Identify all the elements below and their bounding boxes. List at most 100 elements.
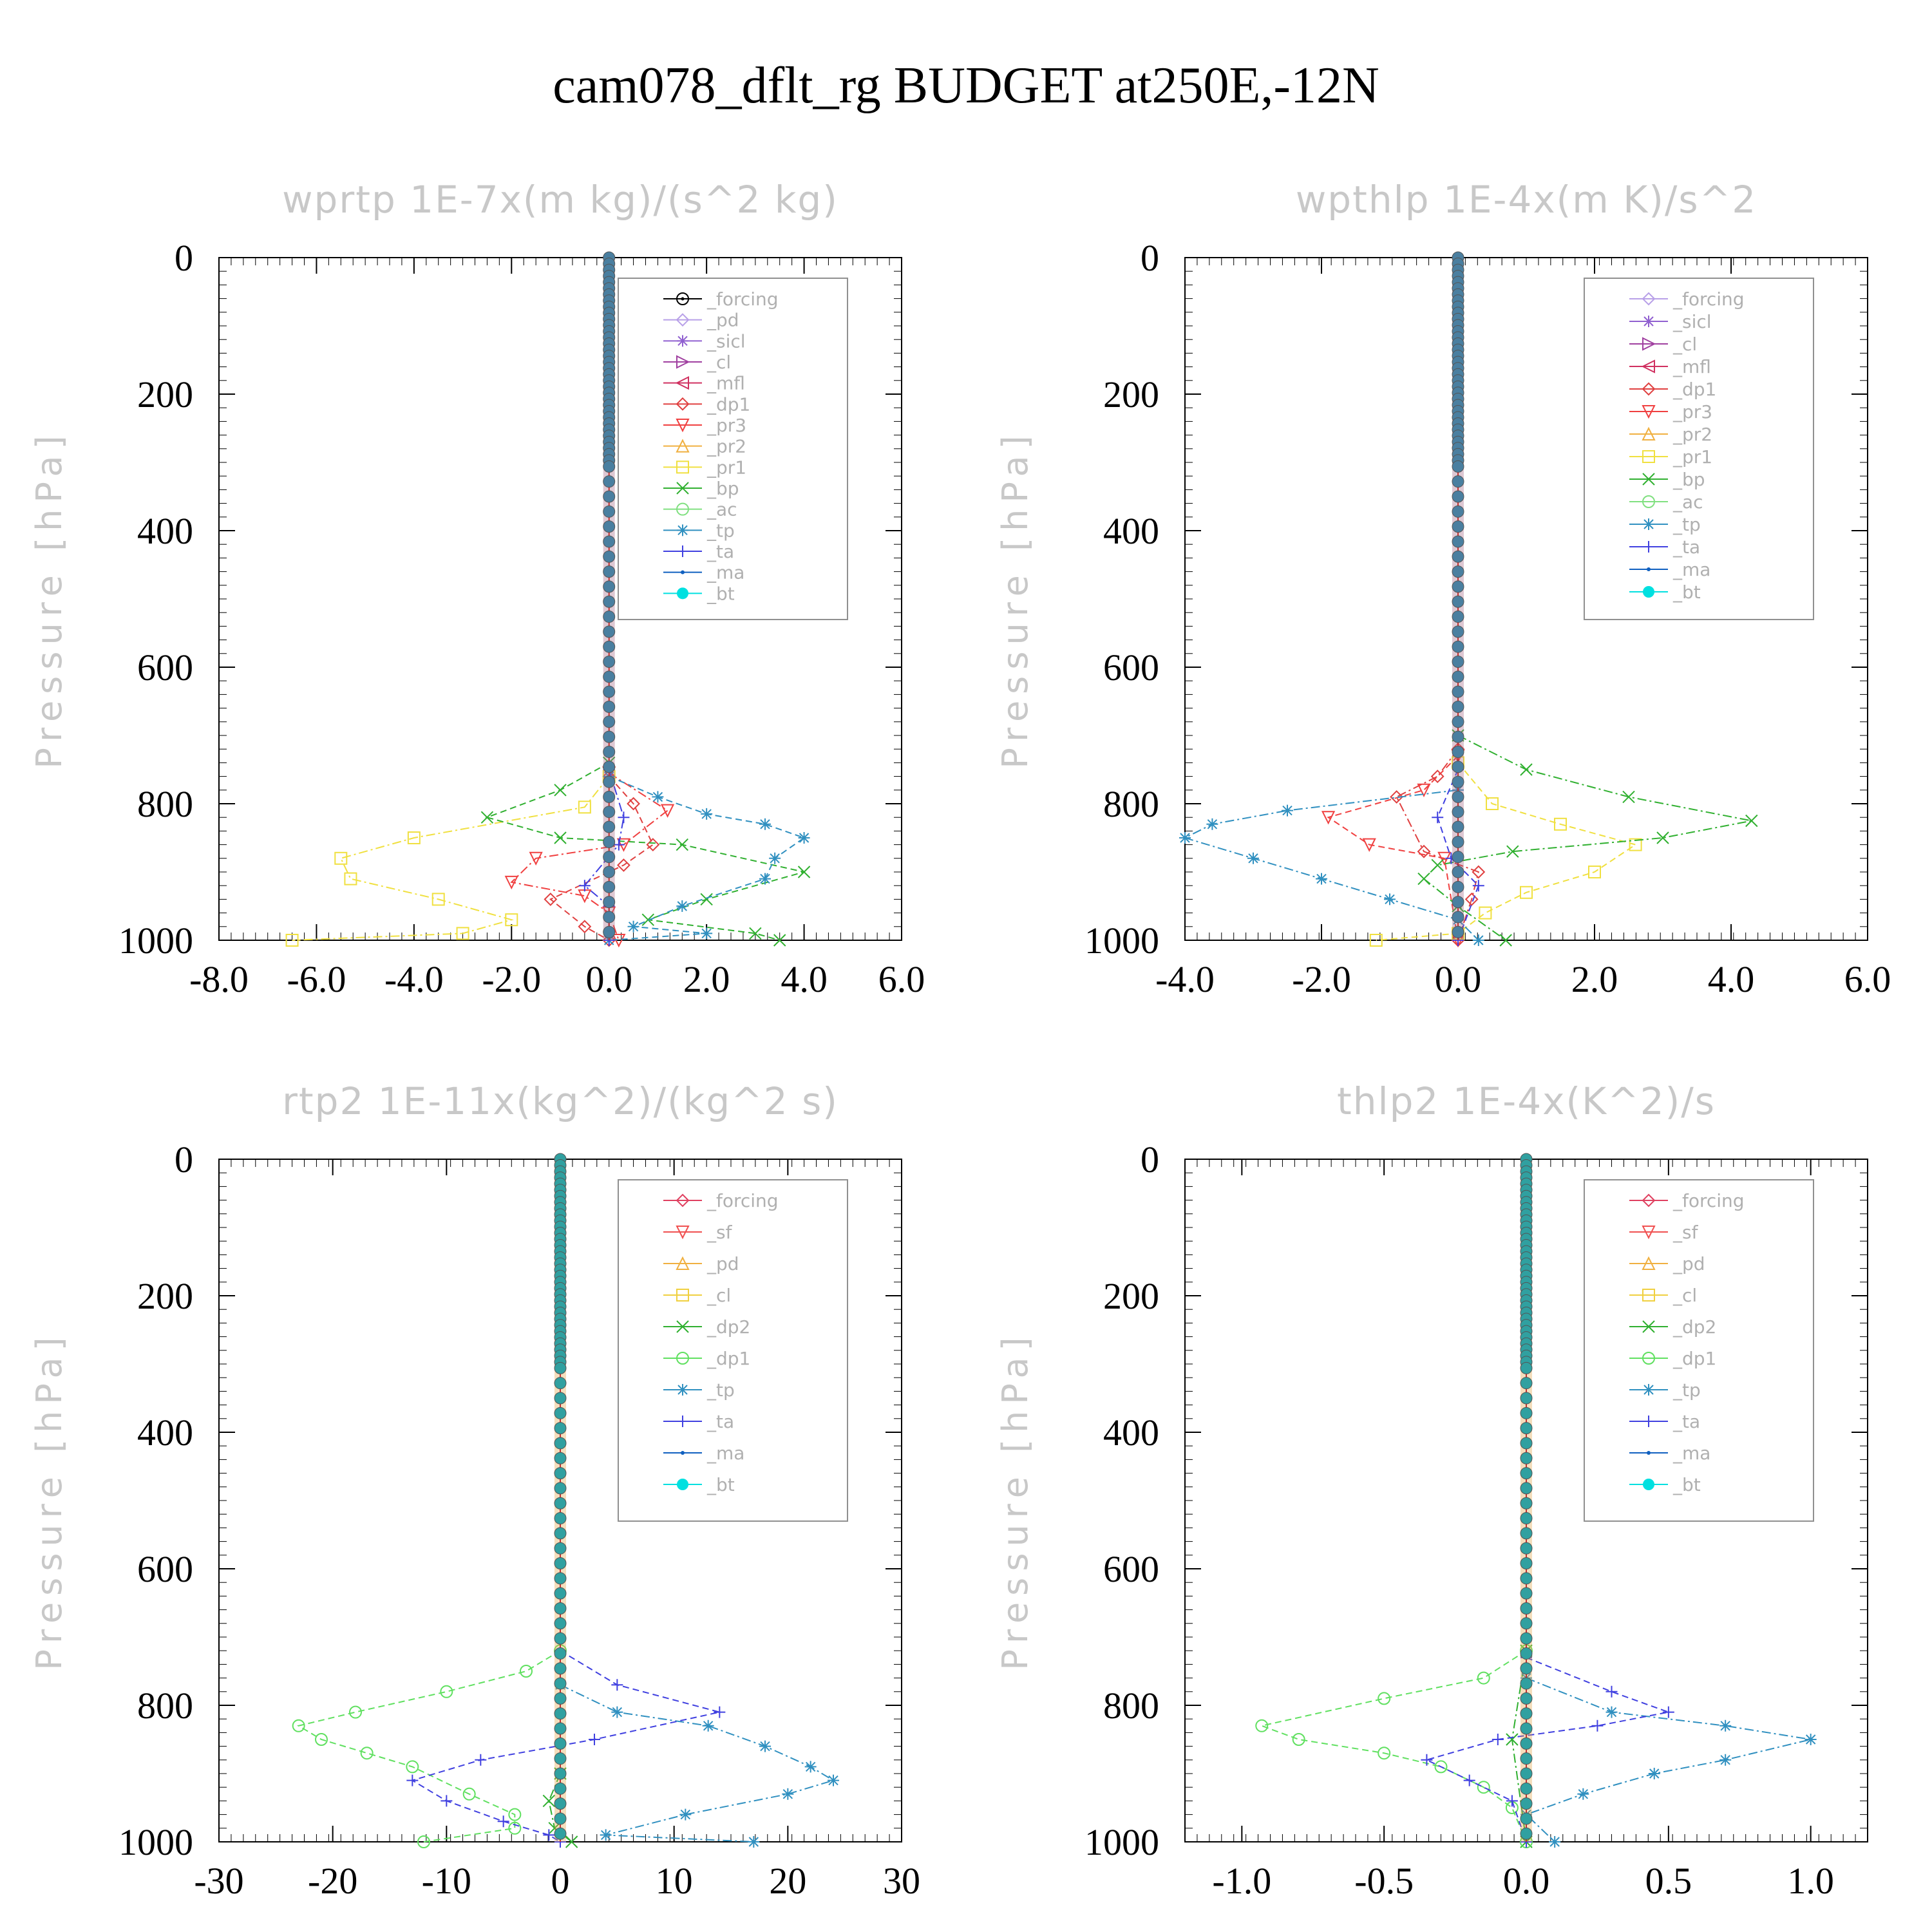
data-point-bp <box>1499 934 1512 947</box>
zero-marker <box>1452 685 1464 698</box>
legend-marker <box>1642 473 1655 486</box>
legend-label: _forcing <box>706 1190 779 1211</box>
zero-marker <box>603 520 616 533</box>
data-point-pr1 <box>1629 838 1642 851</box>
legend-label: _bp <box>706 478 739 499</box>
data-point-tp <box>611 1706 623 1718</box>
series-line-dp2 <box>548 1773 573 1842</box>
legend-label: _bt <box>1672 1474 1701 1495</box>
zero-marker <box>1452 790 1464 803</box>
legend-marker <box>1642 426 1656 440</box>
zero-marker <box>1452 835 1464 848</box>
data-point-dp1 <box>1255 1719 1269 1732</box>
panel-title: wpthlp 1E-4x(m K)/s^2 <box>1296 178 1757 222</box>
y-tick-label: 400 <box>137 510 193 552</box>
legend-label: _pd <box>706 310 739 331</box>
zero-marker <box>554 1692 567 1705</box>
series-line-ta <box>583 769 625 940</box>
legend-marker <box>676 439 690 453</box>
panel-wpthlp: wpthlp 1E-4x(m K)/s^2 Pressure [hPa] -4.0 -… <box>995 178 1891 1000</box>
data-point-pr3 <box>529 851 543 866</box>
y-tick-label: 200 <box>1103 1275 1159 1317</box>
data-point-dp1 <box>544 892 558 906</box>
legend-marker <box>677 587 688 600</box>
zero-marker <box>603 851 616 864</box>
legend-label: _cl <box>1672 1285 1697 1306</box>
data-point-tp <box>627 920 639 933</box>
y-tick-label: 200 <box>137 374 193 415</box>
legend-label: _tp <box>1672 514 1701 535</box>
legend-label: _bt <box>706 583 735 604</box>
legend-marker <box>676 313 690 327</box>
legend-marker <box>677 1479 688 1490</box>
y-tick-label: 0 <box>175 237 193 279</box>
legend-label: _mfl <box>1672 356 1711 377</box>
data-point-ta <box>611 1679 623 1691</box>
data-point-dp1 <box>508 1821 522 1835</box>
legend-box <box>618 1179 848 1522</box>
zero-marker <box>1452 775 1464 788</box>
data-point-dp1 <box>1464 892 1479 906</box>
data-point-ta <box>618 811 630 824</box>
legend-marker <box>677 1416 688 1427</box>
y-tick-label: 800 <box>137 783 193 825</box>
y-tick-label: 0 <box>175 1139 193 1180</box>
zero-marker <box>1520 1422 1533 1435</box>
data-point-pr1 <box>1588 866 1601 878</box>
series-line-tp <box>560 1684 835 1842</box>
zero-marker <box>603 790 616 803</box>
x-tick-label: 0.0 <box>585 958 632 1000</box>
legend-marker <box>1642 292 1656 306</box>
y-axis-label: Pressure [hPa] <box>29 429 70 768</box>
series-line-dp1 <box>1259 1650 1527 1842</box>
x-tick-label: 4.0 <box>1708 958 1755 1000</box>
zero-marker <box>554 1392 567 1405</box>
data-point-tp <box>600 1829 612 1841</box>
y-tick-label: 200 <box>1103 374 1159 415</box>
legend-box <box>1584 278 1814 620</box>
legend-label: _pr1 <box>706 457 746 478</box>
zero-marker <box>1520 1497 1533 1510</box>
legend-marker <box>1642 1320 1655 1333</box>
legend-marker <box>681 1451 685 1455</box>
data-point-dp1 <box>617 858 630 872</box>
zero-marker <box>1520 1632 1533 1645</box>
legend-marker <box>1643 1384 1654 1396</box>
data-point-bp <box>641 913 654 926</box>
legend-marker <box>681 570 685 574</box>
data-point-dp1 <box>1378 1692 1391 1705</box>
x-tick-label: -20 <box>308 1860 357 1902</box>
data-point-ta <box>406 1774 419 1786</box>
zero-marker <box>603 505 616 518</box>
zero-marker <box>554 1737 567 1750</box>
zero-marker <box>1452 580 1464 593</box>
data-point-dp1 <box>1378 1747 1391 1760</box>
y-tick-label: 0 <box>1141 1139 1159 1180</box>
zero-marker <box>603 715 616 728</box>
y-tick-label: 600 <box>1103 647 1159 688</box>
zero-marker <box>603 835 616 848</box>
data-point-tp <box>1719 1719 1732 1732</box>
legend-label: _sf <box>706 1222 733 1243</box>
zero-marker <box>603 925 616 938</box>
x-tick-label: -30 <box>194 1860 243 1902</box>
zero-marker <box>603 475 616 488</box>
data-point-pr1 <box>1369 934 1383 947</box>
zero-marker <box>1520 1557 1533 1570</box>
zero-marker <box>603 775 616 788</box>
legend-label: _ta <box>706 541 734 562</box>
data-point-tp <box>759 1740 771 1752</box>
data-point-tp <box>1719 1754 1732 1766</box>
legend-label: _dp2 <box>1672 1316 1716 1338</box>
zero-marker <box>554 1707 567 1720</box>
series-line-dp1 <box>1396 748 1479 941</box>
y-axis-label: Pressure [hPa] <box>995 429 1036 768</box>
data-point-tp <box>701 808 713 820</box>
data-point-dp1 <box>440 1685 453 1698</box>
legend-marker <box>677 524 688 536</box>
zero-marker <box>1452 730 1464 743</box>
y-tick-label: 800 <box>137 1685 193 1727</box>
legend-label: _sf <box>1672 1222 1699 1243</box>
data-point-bp <box>1417 872 1430 886</box>
legend-label: _forcing <box>1672 1190 1745 1211</box>
